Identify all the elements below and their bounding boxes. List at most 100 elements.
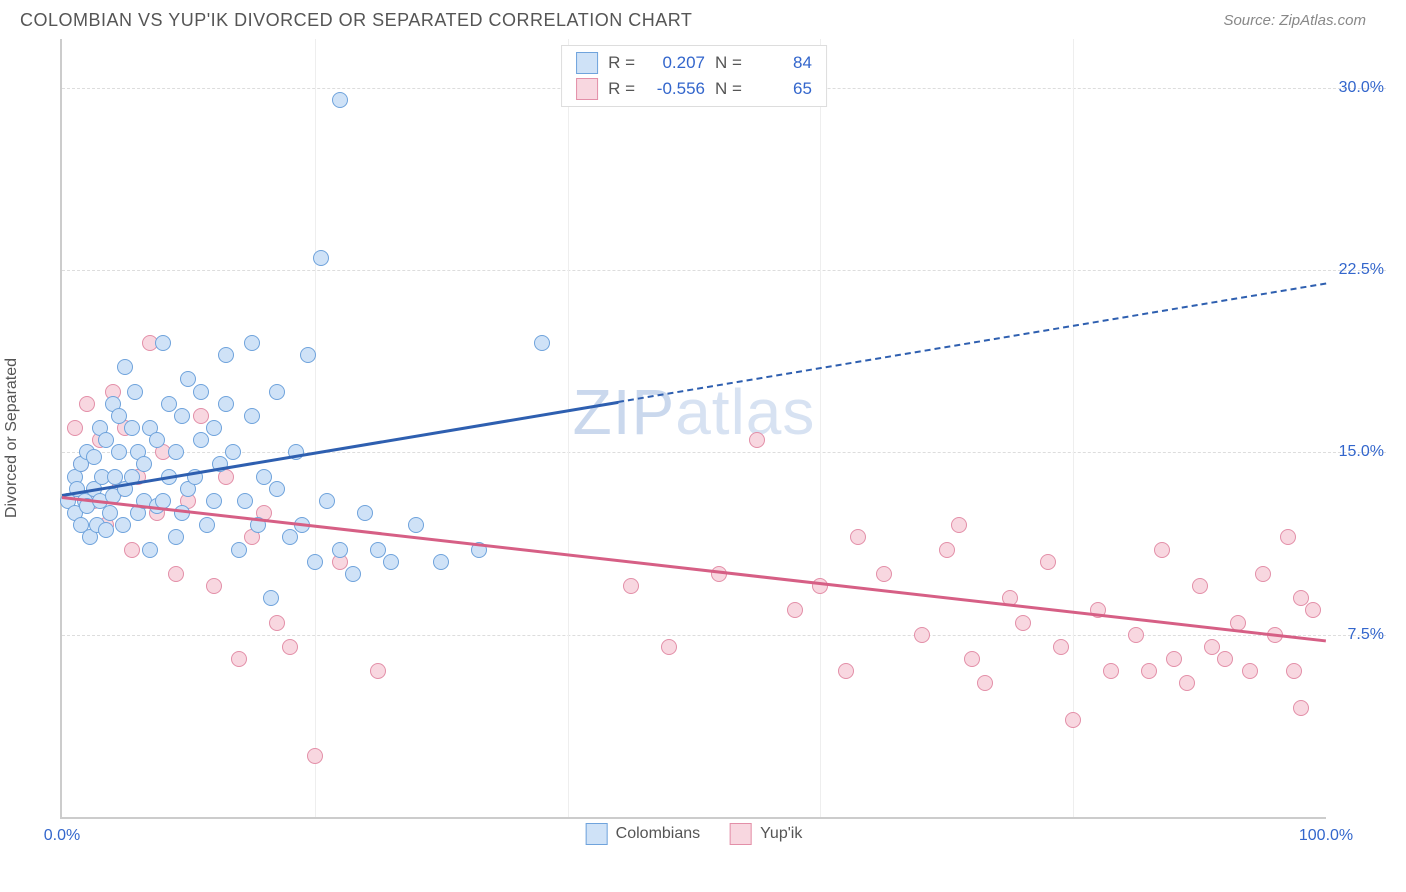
point-yupik (711, 566, 727, 582)
y-tick-label: 7.5% (1348, 626, 1384, 644)
point-yupik (838, 663, 854, 679)
point-yupik (1255, 566, 1271, 582)
point-colombians (115, 517, 131, 533)
point-colombians (282, 529, 298, 545)
point-yupik (787, 602, 803, 618)
point-yupik (749, 432, 765, 448)
point-yupik (282, 639, 298, 655)
trendline-colombians (62, 401, 619, 497)
point-colombians (199, 517, 215, 533)
point-colombians (345, 566, 361, 582)
point-colombians (86, 449, 102, 465)
stats-legend-box: R = 0.207 N = 84 R = -0.556 N = 65 (561, 45, 827, 107)
y-tick-label: 30.0% (1339, 79, 1384, 97)
point-colombians (269, 384, 285, 400)
point-colombians (117, 359, 133, 375)
swatch-colombians (576, 52, 598, 74)
y-tick-label: 22.5% (1339, 261, 1384, 279)
point-colombians (98, 522, 114, 538)
stats-row-colombians: R = 0.207 N = 84 (576, 50, 812, 76)
point-yupik (269, 615, 285, 631)
point-colombians (256, 469, 272, 485)
point-colombians (433, 554, 449, 570)
gridline-vertical (1073, 39, 1074, 817)
point-colombians (98, 432, 114, 448)
point-yupik (124, 542, 140, 558)
n-value-yupik: 65 (752, 79, 812, 99)
point-yupik (1280, 529, 1296, 545)
chart-title: COLOMBIAN VS YUP'IK DIVORCED OR SEPARATE… (20, 10, 692, 31)
point-yupik (1242, 663, 1258, 679)
point-colombians (332, 542, 348, 558)
point-yupik (850, 529, 866, 545)
point-colombians (127, 384, 143, 400)
point-yupik (977, 675, 993, 691)
point-yupik (1293, 700, 1309, 716)
point-colombians (244, 408, 260, 424)
gridline-horizontal (62, 452, 1386, 453)
point-yupik (1179, 675, 1195, 691)
source-attribution: Source: ZipAtlas.com (1223, 12, 1366, 29)
point-colombians (300, 347, 316, 363)
watermark: ZIPatlas (573, 375, 816, 449)
point-yupik (1286, 663, 1302, 679)
point-colombians (357, 505, 373, 521)
point-yupik (168, 566, 184, 582)
point-colombians (155, 335, 171, 351)
point-colombians (193, 384, 209, 400)
point-colombians (180, 371, 196, 387)
point-yupik (1154, 542, 1170, 558)
point-colombians (161, 396, 177, 412)
point-colombians (534, 335, 550, 351)
point-colombians (174, 505, 190, 521)
x-tick-label: 100.0% (1299, 827, 1353, 845)
legend-label-yupik: Yup'ik (760, 825, 802, 843)
point-colombians (124, 420, 140, 436)
point-colombians (332, 92, 348, 108)
point-yupik (1204, 639, 1220, 655)
point-yupik (1293, 590, 1309, 606)
point-colombians (206, 420, 222, 436)
point-yupik (623, 578, 639, 594)
point-colombians (244, 335, 260, 351)
point-yupik (67, 420, 83, 436)
point-colombians (168, 529, 184, 545)
point-colombians (319, 493, 335, 509)
point-yupik (1305, 602, 1321, 618)
point-colombians (269, 481, 285, 497)
r-value-colombians: 0.207 (645, 53, 705, 73)
point-colombians (218, 396, 234, 412)
point-colombians (307, 554, 323, 570)
point-yupik (79, 396, 95, 412)
point-yupik (1015, 615, 1031, 631)
point-colombians (149, 432, 165, 448)
point-colombians (383, 554, 399, 570)
point-colombians (225, 444, 241, 460)
point-yupik (1040, 554, 1056, 570)
legend-label-colombians: Colombians (616, 825, 700, 843)
swatch-colombians (586, 823, 608, 845)
n-value-colombians: 84 (752, 53, 812, 73)
point-yupik (1141, 663, 1157, 679)
point-yupik (1103, 663, 1119, 679)
point-colombians (111, 444, 127, 460)
r-label: R = (608, 53, 635, 73)
point-yupik (193, 408, 209, 424)
point-yupik (206, 578, 222, 594)
point-yupik (661, 639, 677, 655)
swatch-yupik (730, 823, 752, 845)
point-yupik (964, 651, 980, 667)
point-colombians (408, 517, 424, 533)
gridline-vertical (568, 39, 569, 817)
stats-row-yupik: R = -0.556 N = 65 (576, 76, 812, 102)
point-colombians (102, 505, 118, 521)
point-yupik (1128, 627, 1144, 643)
point-colombians (263, 590, 279, 606)
point-yupik (1065, 712, 1081, 728)
n-label: N = (715, 79, 742, 99)
plot-area: ZIPatlas R = 0.207 N = 84 R = -0.556 N =… (60, 39, 1326, 819)
point-yupik (1192, 578, 1208, 594)
r-label: R = (608, 79, 635, 99)
gridline-horizontal (62, 635, 1386, 636)
gridline-vertical (820, 39, 821, 817)
